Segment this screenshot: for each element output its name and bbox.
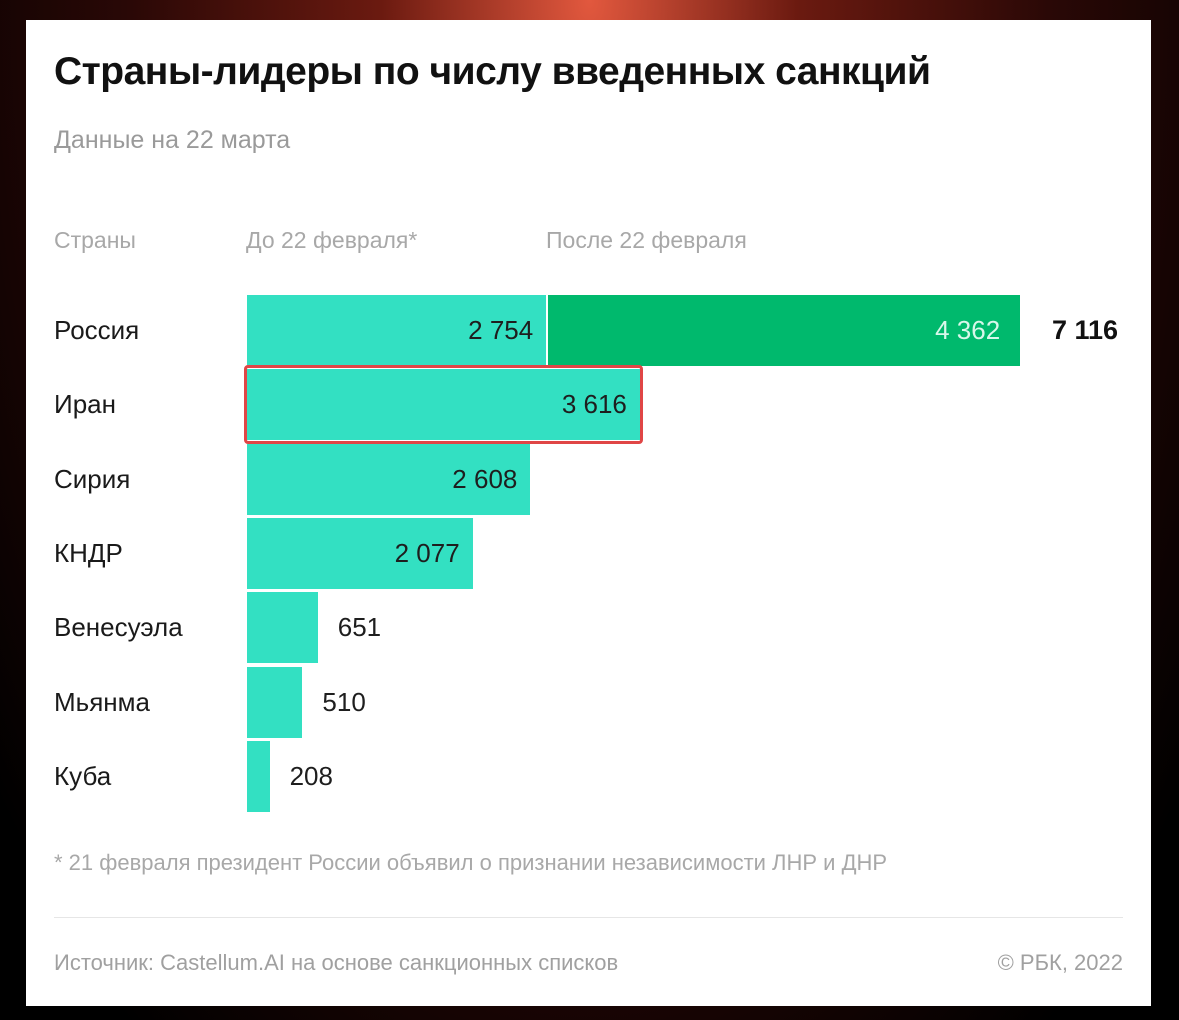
column-header-before: До 22 февраля* <box>246 227 418 253</box>
column-header-countries: Страны <box>54 227 136 253</box>
chart-row: Россия 2 754 4 362 7 116 <box>26 295 1151 366</box>
chart-row: Венесуэла 651 <box>26 592 1151 664</box>
bar-before: 2 754 <box>247 295 547 366</box>
data-label: 2 608 <box>452 463 518 494</box>
bar-before: 3 616 <box>247 369 640 441</box>
divider <box>54 917 1123 918</box>
category-label: Сирия <box>54 463 131 494</box>
chart-row: Мьянма 510 <box>26 666 1151 738</box>
highlight-box <box>244 365 643 445</box>
total-label: 7 116 <box>1052 315 1119 345</box>
chart-row: Иран 3 616 <box>26 369 1151 441</box>
data-label: 651 <box>337 612 382 643</box>
chart-row: Сирия 2 608 <box>26 443 1151 515</box>
data-label: 510 <box>322 686 366 717</box>
category-label: Венесуэла <box>54 612 183 643</box>
bar-before: 2 077 <box>247 517 473 589</box>
category-label: Куба <box>54 760 112 791</box>
data-label: 208 <box>289 760 333 791</box>
bar-before <box>247 666 303 738</box>
footnote: * 21 февраля президент России объявил о … <box>54 850 888 875</box>
data-label: 2 077 <box>394 537 460 568</box>
bar-before <box>247 740 270 812</box>
source-note: Источник: Castellum.AI на основе санкцио… <box>54 950 619 975</box>
chart-subtitle: Данные на 22 марта <box>54 126 291 154</box>
data-label: 2 754 <box>468 315 534 345</box>
copyright: © РБК, 2022 <box>997 950 1123 975</box>
category-label: Мьянма <box>54 686 150 717</box>
chart-title: Страны-лидеры по числу введенных санкций <box>54 50 931 93</box>
bar-before <box>247 592 318 664</box>
chart-row: Куба 208 <box>26 740 1151 812</box>
bar-before: 2 608 <box>247 443 531 515</box>
chart-card: Страны-лидеры по числу введенных санкций… <box>26 20 1151 1006</box>
category-label: КНДР <box>54 537 123 568</box>
data-label: 4 362 <box>935 315 1001 345</box>
category-label: Иран <box>54 389 116 420</box>
chart-row: КНДР 2 077 <box>26 517 1151 589</box>
bar-after: 4 362 <box>546 295 1021 366</box>
data-label: 3 616 <box>561 389 627 420</box>
category-label: Россия <box>54 315 140 345</box>
column-header-after: После 22 февраля <box>546 227 747 253</box>
